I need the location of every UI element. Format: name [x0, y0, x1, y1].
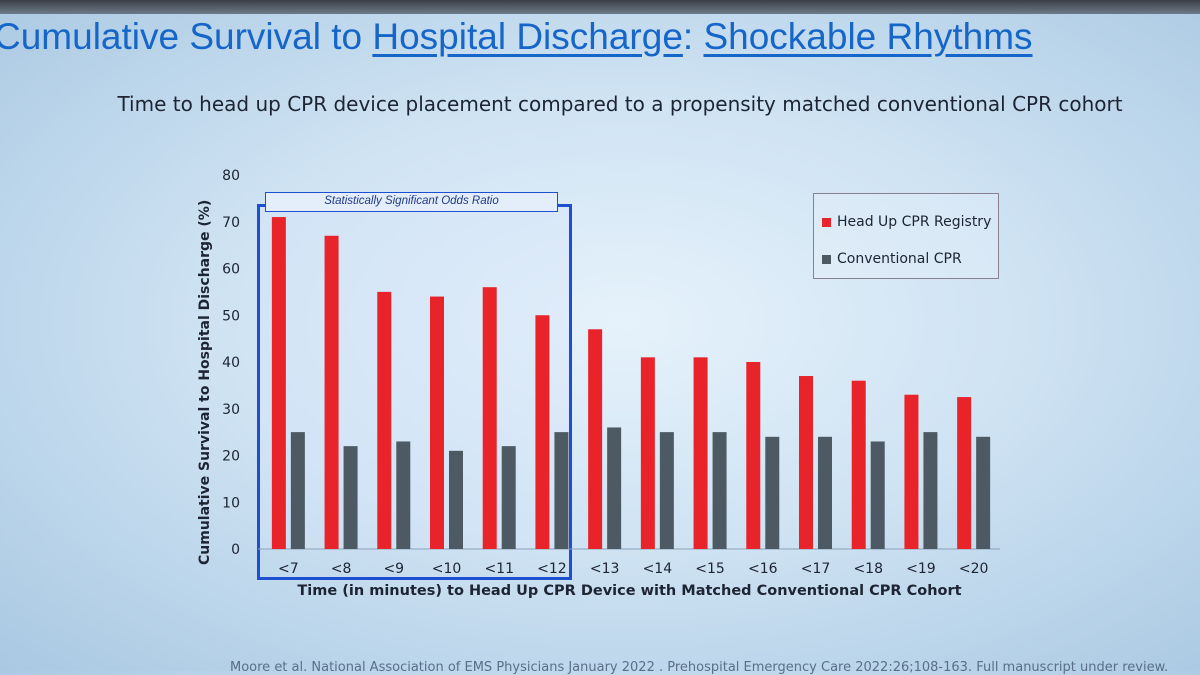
- x-tick-label: <9: [383, 561, 404, 577]
- y-tick-label: 30: [222, 402, 240, 418]
- bar-head-up-cpr: [535, 315, 550, 549]
- bar-head-up-cpr: [271, 217, 286, 549]
- bar-conventional-cpr: [396, 441, 411, 549]
- bar-head-up-cpr: [640, 357, 655, 549]
- bar-conventional-cpr: [607, 427, 622, 549]
- bar-head-up-cpr: [482, 287, 497, 549]
- bar-conventional-cpr: [765, 436, 780, 549]
- bar-conventional-cpr: [976, 436, 991, 549]
- x-tick-label: <16: [748, 561, 778, 577]
- y-axis-label: Cumulative Survival to Hospital Discharg…: [197, 199, 213, 565]
- x-tick-label: <10: [432, 561, 462, 577]
- bar-conventional-cpr: [923, 432, 938, 549]
- bar-head-up-cpr: [799, 376, 813, 549]
- y-tick-label: 80: [222, 168, 240, 184]
- legend-label-conventional: Conventional CPR: [837, 251, 962, 267]
- bar-conventional-cpr: [659, 432, 674, 549]
- y-tick-label: 70: [222, 215, 240, 231]
- legend-item-head-up: Head Up CPR Registry: [822, 213, 991, 231]
- significance-box-bottom: [257, 548, 572, 580]
- x-tick-label: <8: [331, 561, 352, 577]
- y-tick-label: 0: [231, 542, 240, 558]
- title-text-2: :: [682, 16, 704, 57]
- bar-conventional-cpr: [343, 446, 358, 549]
- x-tick-label: <15: [695, 561, 725, 577]
- x-tick-label: <12: [537, 561, 567, 577]
- x-tick-label: <18: [853, 561, 883, 577]
- legend-item-conventional: Conventional CPR: [822, 250, 962, 268]
- y-tick-label: 40: [222, 355, 240, 371]
- bar-head-up-cpr: [324, 235, 339, 549]
- bar-conventional-cpr: [818, 436, 832, 549]
- bar-head-up-cpr: [588, 329, 603, 549]
- bar-conventional-cpr: [290, 432, 305, 549]
- legend-swatch-head-up: [822, 217, 831, 227]
- x-tick-label: <7: [278, 561, 299, 577]
- legend-label-head-up: Head Up CPR Registry: [837, 214, 992, 230]
- x-tick-label: <14: [643, 561, 673, 577]
- bar-head-up-cpr: [851, 380, 866, 549]
- bar-conventional-cpr: [554, 432, 569, 549]
- citation-footer: Moore et al. National Association of EMS…: [230, 660, 1169, 675]
- y-tick-label: 60: [222, 262, 240, 278]
- significance-box: [257, 204, 572, 550]
- title-text-1: Cumulative Survival to: [0, 16, 373, 57]
- slide-top-band: [0, 0, 1200, 14]
- bar-head-up-cpr: [430, 296, 444, 549]
- bar-head-up-cpr: [904, 394, 919, 549]
- bar-conventional-cpr: [501, 446, 516, 549]
- x-tick-label: <11: [484, 561, 514, 577]
- title-link-shockable-rhythms[interactable]: Shockable Rhythms: [703, 16, 1033, 57]
- chart-subtitle: Time to head up CPR device placement com…: [117, 92, 1123, 116]
- legend-swatch-conventional: [822, 254, 831, 264]
- x-tick-label: <20: [959, 561, 989, 577]
- bar-head-up-cpr: [693, 357, 708, 549]
- significance-label: Statistically Significant Odds Ratio: [265, 192, 558, 212]
- bar-conventional-cpr: [870, 441, 885, 549]
- x-tick-label: <17: [801, 561, 831, 577]
- bar-head-up-cpr: [957, 397, 972, 549]
- x-axis-label: Time (in minutes) to Head Up CPR Device …: [297, 583, 962, 599]
- y-tick-label: 50: [222, 308, 240, 324]
- y-tick-label: 20: [222, 449, 240, 465]
- slide-title: Cumulative Survival to Hospital Discharg…: [0, 14, 1200, 60]
- bar-conventional-cpr: [712, 432, 727, 549]
- x-tick-label: <13: [590, 561, 620, 577]
- title-link-hospital-discharge[interactable]: Hospital Discharge: [372, 16, 683, 57]
- x-tick-label: <19: [906, 561, 936, 577]
- bar-head-up-cpr: [377, 291, 392, 549]
- chart-legend: Head Up CPR Registry Conventional CPR: [813, 193, 999, 279]
- y-tick-label: 10: [222, 495, 240, 511]
- bar-conventional-cpr: [449, 450, 463, 549]
- bar-head-up-cpr: [746, 362, 761, 549]
